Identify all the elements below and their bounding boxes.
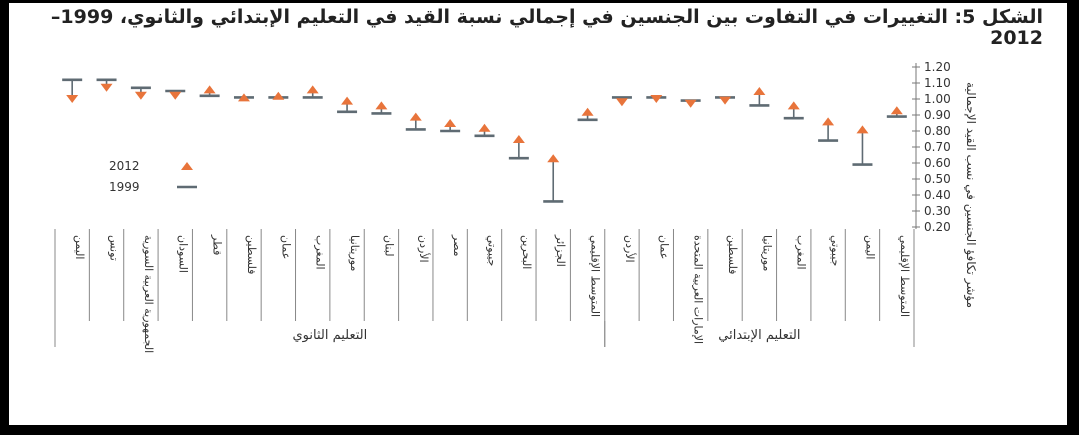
category-label: لبنان (382, 235, 395, 256)
category-label: السودان (176, 235, 189, 273)
chart-title: الشكل 5: التغييرات في التفاوت بين الجنسي… (50, 6, 1043, 49)
point-2012 (272, 91, 285, 100)
point-2012 (169, 91, 182, 100)
category-label: فلسطين (245, 235, 258, 274)
point-2012 (547, 154, 560, 163)
y-tick-label: 1.20 (924, 60, 951, 74)
point-2012 (203, 85, 216, 94)
group-label: التعليم الإبتدائي (718, 328, 800, 343)
point-2012 (512, 135, 525, 143)
legend-label: 1999 (109, 180, 140, 194)
point-2012 (684, 99, 697, 108)
group-label: التعليم الثانوي (293, 328, 368, 343)
point-2012 (134, 91, 147, 100)
category-label: عمان (279, 235, 292, 259)
category-label: المغرب (795, 235, 808, 270)
point-2012 (650, 95, 663, 103)
point-2012 (409, 112, 422, 121)
category-label: عمان (657, 235, 670, 259)
y-tick-label: 0.50 (924, 172, 951, 186)
category-label: المغرب (314, 235, 327, 270)
legend-marker-2012 (181, 162, 193, 170)
chart-frame: الشكل 5: التغييرات في التفاوت بين الجنسي… (6, 0, 1070, 428)
category-label: الإمارات العربية المتحدة (692, 235, 705, 344)
category-label: الأردن (623, 235, 637, 263)
category-label: البحرين (520, 235, 533, 269)
point-2012 (237, 93, 250, 102)
point-2012 (753, 87, 766, 95)
y-tick-label: 0.60 (924, 156, 951, 170)
category-label: الأردن (417, 235, 431, 263)
category-label: تونس (108, 235, 121, 261)
category-label: اليمن (863, 235, 876, 259)
y-tick-label: 0.20 (924, 220, 951, 234)
point-2012 (581, 107, 594, 116)
y-axis-label: مؤشر تكافؤ الجنسين في نسب القيد الإجمالي… (963, 82, 978, 308)
category-label: المتوسط الإقليمي (898, 235, 911, 317)
category-label: الجمهورية العربية السورية (142, 235, 155, 353)
point-2012 (100, 83, 113, 92)
category-label: موريتانيا (348, 235, 361, 271)
gender-parity-chart: 0.20 0.30 0.40 0.50 0.60 0.70 0.80 0.90 1.00 1.10… (54, 60, 978, 353)
y-tick-label: 0.70 (924, 140, 951, 154)
point-2012 (890, 106, 903, 115)
point-2012 (787, 101, 800, 110)
point-2012 (856, 125, 869, 134)
point-2012 (306, 85, 319, 94)
y-tick-label: 1.00 (924, 92, 951, 106)
y-tick-label: 0.40 (924, 188, 951, 202)
point-2012 (478, 123, 491, 132)
category-label: الجزائر (554, 234, 567, 267)
category-label: جيبوتي (486, 235, 499, 266)
y-tick-label: 0.80 (924, 124, 951, 138)
point-2012 (66, 95, 79, 103)
point-2012 (822, 117, 835, 126)
legend-label: 2012 (109, 159, 140, 173)
category-label: موريتانيا (760, 235, 773, 271)
point-2012 (444, 119, 457, 127)
point-2012 (341, 96, 354, 105)
category-label: جيبوتي (829, 235, 842, 266)
category-label: مصر (451, 234, 464, 257)
category-label: فلسطين (726, 235, 739, 274)
y-tick-label: 0.30 (924, 204, 951, 218)
category-label: اليمن (73, 235, 86, 259)
y-tick-label: 0.90 (924, 108, 951, 122)
y-tick-label: 1.10 (924, 76, 951, 90)
point-2012 (375, 101, 388, 110)
category-label: قطر (211, 234, 224, 255)
point-2012 (719, 96, 732, 105)
point-2012 (615, 98, 628, 107)
category-label: المتوسط الإقليمي (589, 235, 602, 317)
